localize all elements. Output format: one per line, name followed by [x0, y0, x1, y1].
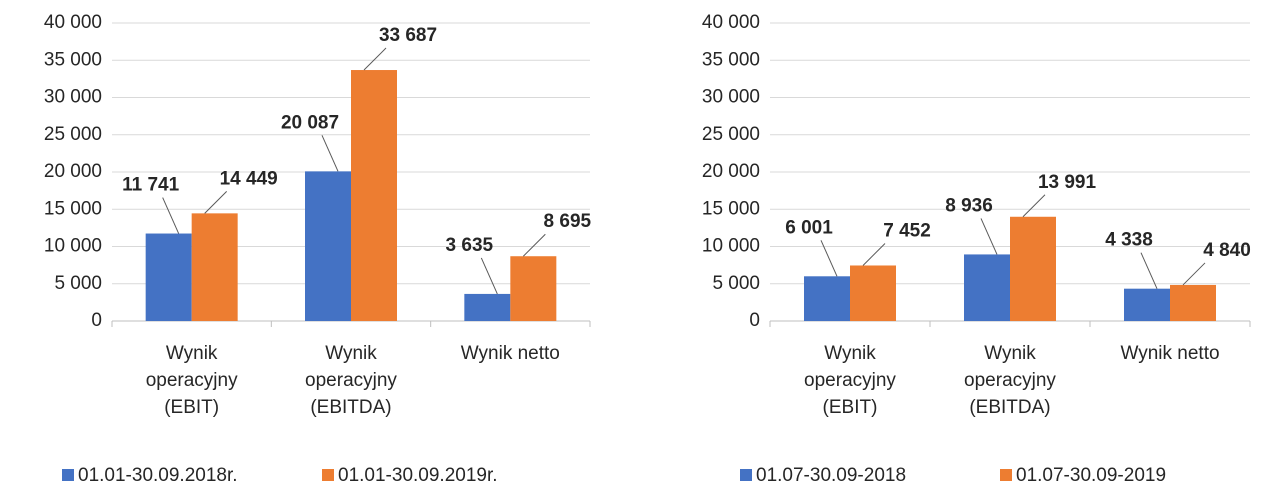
x-tick-label: Wynik operacyjny (EBITDA) [305, 343, 397, 418]
y-tick-label: 0 [91, 310, 102, 331]
legend-label: 01.01-30.09.2018r. [78, 465, 238, 486]
y-tick-label: 10 000 [44, 236, 102, 257]
value-label: 20 087 [281, 112, 339, 133]
y-tick-label: 5 000 [712, 273, 760, 294]
y-tick-label: 35 000 [44, 49, 102, 70]
bar [1124, 288, 1170, 321]
leader-line [820, 240, 838, 277]
y-tick-label: 40 000 [702, 12, 760, 33]
legend-swatch [740, 469, 752, 481]
leader-line [1140, 252, 1158, 289]
x-tick-label: Wynik netto [1120, 343, 1220, 364]
leader-line [363, 47, 387, 71]
legend-label: 01.07-30.09-2018 [756, 465, 906, 486]
value-label: 6 001 [785, 217, 833, 238]
value-label: 4 338 [1105, 230, 1153, 251]
leader-line [321, 135, 339, 172]
value-label: 11 741 [122, 175, 179, 196]
legend-label: 01.07-30.09-2019 [1016, 465, 1166, 486]
leader-line [980, 218, 998, 255]
y-tick-label: 15 000 [702, 198, 760, 219]
legend-swatch [1000, 469, 1012, 481]
value-label: 14 449 [220, 168, 278, 189]
leader-line [480, 257, 498, 295]
bar [351, 70, 397, 321]
bar [305, 171, 351, 321]
value-label: 33 687 [379, 25, 437, 46]
x-tick-label: Wynik netto [460, 343, 560, 364]
leader-line [1022, 194, 1046, 218]
bar [145, 233, 192, 321]
y-tick-label: 30 000 [44, 87, 102, 108]
y-tick-label: 10 000 [702, 236, 760, 257]
bar [964, 254, 1010, 321]
value-label: 13 991 [1038, 172, 1097, 193]
bar [191, 213, 238, 321]
y-tick-label: 25 000 [702, 124, 760, 145]
bar [1010, 216, 1056, 321]
y-tick-label: 20 000 [44, 161, 102, 182]
leader-line [162, 197, 180, 234]
leader-line [1182, 262, 1206, 286]
bar [464, 293, 511, 321]
value-label: 8 936 [945, 195, 993, 216]
value-label: 3 635 [446, 235, 494, 256]
legend-label: 01.01-30.09.2019r. [338, 465, 498, 486]
bar [804, 276, 850, 321]
leader-line [862, 243, 886, 266]
legend-swatch [322, 469, 334, 481]
y-tick-label: 25 000 [44, 124, 102, 145]
leader-line [204, 191, 228, 214]
bar [850, 265, 896, 321]
y-tick-label: 5 000 [54, 273, 102, 294]
x-tick-label: Wynik operacyjny (EBITDA) [964, 343, 1056, 418]
y-tick-label: 35 000 [702, 49, 760, 70]
y-tick-label: 15 000 [44, 198, 102, 219]
bar [510, 256, 557, 321]
y-tick-label: 30 000 [702, 87, 760, 108]
leader-line [522, 233, 546, 257]
y-tick-label: 0 [749, 310, 760, 331]
legend-swatch [62, 469, 74, 481]
x-tick-label: Wynik operacyjny (EBIT) [145, 343, 238, 418]
y-tick-label: 20 000 [702, 161, 760, 182]
x-tick-label: Wynik operacyjny (EBIT) [804, 343, 896, 418]
bar [1170, 284, 1216, 321]
value-label: 7 452 [883, 220, 931, 241]
y-tick-label: 40 000 [44, 12, 102, 33]
value-label: 8 695 [544, 211, 592, 232]
value-label: 4 840 [1203, 240, 1251, 261]
